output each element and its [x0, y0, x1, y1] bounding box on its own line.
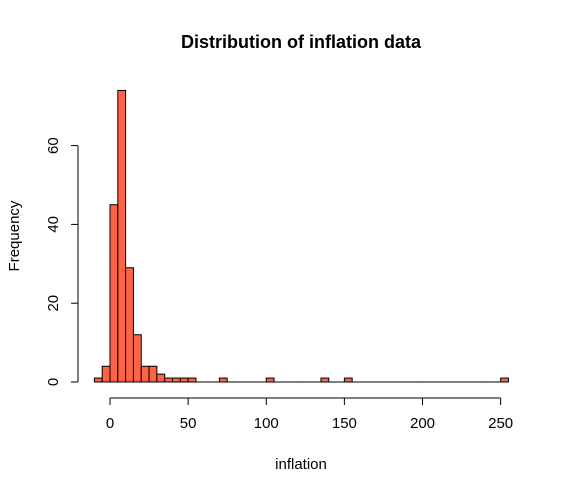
x-tick-label: 50	[180, 415, 197, 432]
y-tick-label: 60	[45, 137, 62, 154]
histogram-bar	[500, 377, 509, 383]
histogram-bar	[148, 365, 158, 383]
histogram-bar	[101, 365, 111, 383]
x-tick-label: 200	[410, 415, 435, 432]
histogram-bar	[156, 373, 166, 383]
histogram-bar	[117, 89, 127, 383]
histogram-bar	[265, 377, 275, 383]
histogram-bar	[187, 377, 197, 383]
histogram-bar	[132, 334, 142, 383]
y-tick-label: 20	[45, 295, 62, 312]
histogram-bar	[172, 377, 181, 383]
y-axis-label: Frequency	[6, 200, 23, 271]
histogram-bar	[179, 377, 189, 383]
histogram-bar	[140, 365, 150, 383]
histogram-bar	[218, 377, 228, 383]
y-tick-label: 40	[45, 216, 62, 233]
x-tick-label: 100	[254, 415, 279, 432]
x-tick-label: 0	[106, 415, 114, 432]
chart-title: Distribution of inflation data	[181, 32, 422, 52]
bars-group	[93, 89, 509, 383]
x-axis: 0 50 100 150 200 250	[106, 397, 513, 432]
histogram-bar	[109, 204, 119, 383]
histogram-bar	[320, 377, 330, 383]
histogram-bar	[343, 377, 353, 383]
x-tick-label: 250	[488, 415, 513, 432]
histogram-bar	[93, 377, 103, 383]
x-tick-label: 150	[332, 415, 357, 432]
y-axis: 0 20 40 60	[45, 137, 79, 386]
histogram-bar	[164, 377, 173, 383]
y-tick-label: 0	[45, 378, 62, 386]
histogram-bar	[125, 267, 134, 383]
x-axis-label: inflation	[275, 456, 327, 473]
